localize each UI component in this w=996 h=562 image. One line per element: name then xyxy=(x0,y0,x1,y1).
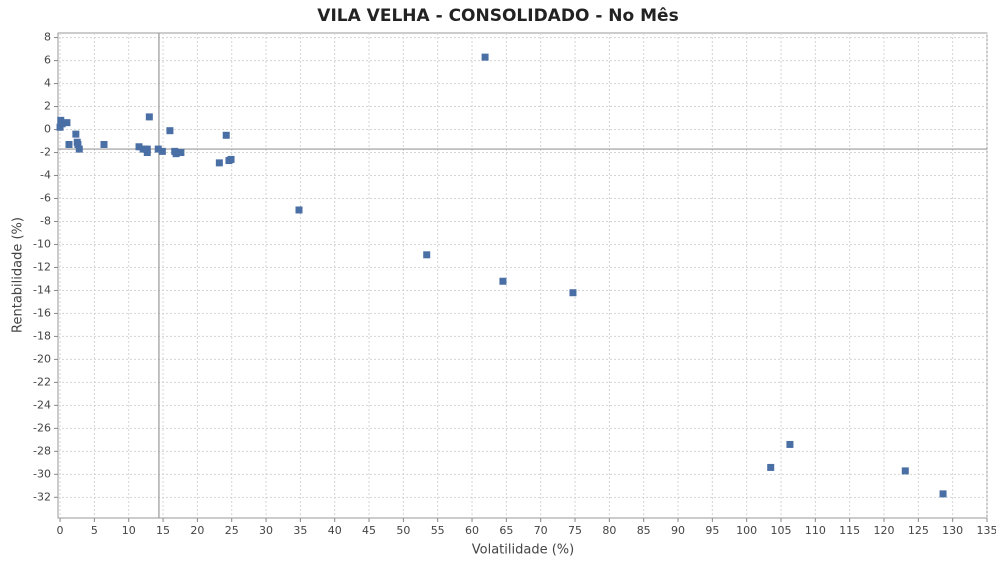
y-tick-label: 2 xyxy=(44,100,51,113)
point xyxy=(74,140,82,148)
x-tick-label: 45 xyxy=(362,524,376,537)
x-tick-label: 115 xyxy=(839,524,860,537)
x-tick-label: 100 xyxy=(736,524,757,537)
y-tick-label: -32 xyxy=(33,490,51,503)
y-tick-label: -18 xyxy=(33,329,51,342)
y-tick-label: 6 xyxy=(44,54,51,67)
x-tick-label: 50 xyxy=(396,524,410,537)
x-tick-label: 60 xyxy=(465,524,479,537)
point xyxy=(423,251,431,259)
x-tick-label: 25 xyxy=(225,524,239,537)
x-tick-label: 0 xyxy=(57,524,64,537)
x-tick-label: 15 xyxy=(156,524,170,537)
x-tick-label: 30 xyxy=(259,524,273,537)
x-tick-label: 10 xyxy=(122,524,136,537)
y-tick-label: -20 xyxy=(33,352,51,365)
x-tick-label: 55 xyxy=(431,524,445,537)
y-tick-label: -26 xyxy=(33,421,51,434)
point xyxy=(222,131,230,139)
point xyxy=(939,490,947,498)
point xyxy=(786,440,794,448)
x-tick-label: 110 xyxy=(805,524,826,537)
x-tick-label: 105 xyxy=(771,524,792,537)
point xyxy=(75,145,83,153)
point xyxy=(72,130,80,138)
y-tick-label: -12 xyxy=(33,260,51,273)
plot-area xyxy=(57,32,988,519)
point xyxy=(145,113,153,121)
y-tick-label: -6 xyxy=(40,191,51,204)
y-tick-label: -28 xyxy=(33,444,51,457)
y-tick-label: -30 xyxy=(33,467,51,480)
point xyxy=(172,150,180,158)
point xyxy=(65,140,73,148)
x-tick-label: 125 xyxy=(908,524,929,537)
y-tick-label: -14 xyxy=(33,283,51,296)
x-tick-label: 90 xyxy=(671,524,685,537)
point xyxy=(166,127,174,135)
x-tick-label: 120 xyxy=(874,524,895,537)
point xyxy=(901,467,909,475)
x-tick-label: 130 xyxy=(942,524,963,537)
point xyxy=(215,159,223,167)
point xyxy=(227,155,235,163)
y-tick-label: -2 xyxy=(40,146,51,159)
point xyxy=(139,145,147,153)
point xyxy=(154,145,162,153)
x-tick-label: 85 xyxy=(637,524,651,537)
point xyxy=(569,289,577,297)
point xyxy=(158,147,166,155)
point xyxy=(481,53,489,61)
point xyxy=(143,149,151,157)
point xyxy=(177,149,185,157)
point xyxy=(499,277,507,285)
x-tick-label: 20 xyxy=(190,524,204,537)
x-tick-label: 70 xyxy=(534,524,548,537)
x-tick-label: 35 xyxy=(293,524,307,537)
y-tick-label: 4 xyxy=(44,77,51,90)
x-tick-label: 95 xyxy=(705,524,719,537)
point xyxy=(63,119,71,127)
point xyxy=(58,120,66,128)
y-tick-label: 8 xyxy=(44,31,51,44)
point xyxy=(295,206,303,214)
y-tick-label: -16 xyxy=(33,306,51,319)
y-tick-label: -8 xyxy=(40,214,51,227)
y-tick-label: -24 xyxy=(33,398,51,411)
x-tick-label: 135 xyxy=(977,524,996,537)
chart-title: VILA VELHA - CONSOLIDADO - No Mês xyxy=(317,6,678,26)
x-tick-label: 40 xyxy=(328,524,342,537)
x-tick-label: 65 xyxy=(499,524,513,537)
y-axis-label: Rentabilidade (%) xyxy=(11,217,26,333)
x-axis-label: Volatilidade (%) xyxy=(472,543,574,558)
x-tick-label: 5 xyxy=(91,524,98,537)
x-tick-label: 75 xyxy=(568,524,582,537)
point xyxy=(767,463,775,471)
y-tick-label: -10 xyxy=(33,237,51,250)
y-tick-label: -4 xyxy=(40,169,51,182)
y-tick-label: 0 xyxy=(44,123,51,136)
y-tick-label: -22 xyxy=(33,375,51,388)
point xyxy=(135,143,143,151)
x-tick-label: 80 xyxy=(602,524,616,537)
point xyxy=(100,140,108,148)
